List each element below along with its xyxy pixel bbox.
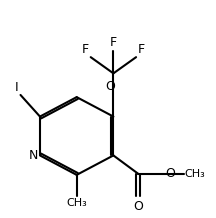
Text: CH₃: CH₃ <box>66 198 87 208</box>
Text: O: O <box>133 200 143 213</box>
Text: CH₃: CH₃ <box>185 169 205 179</box>
Text: I: I <box>14 81 18 94</box>
Text: O: O <box>165 167 175 180</box>
Text: F: F <box>138 43 145 56</box>
Text: N: N <box>28 149 38 162</box>
Text: F: F <box>110 36 117 49</box>
Text: O: O <box>106 80 116 93</box>
Text: F: F <box>81 43 89 56</box>
